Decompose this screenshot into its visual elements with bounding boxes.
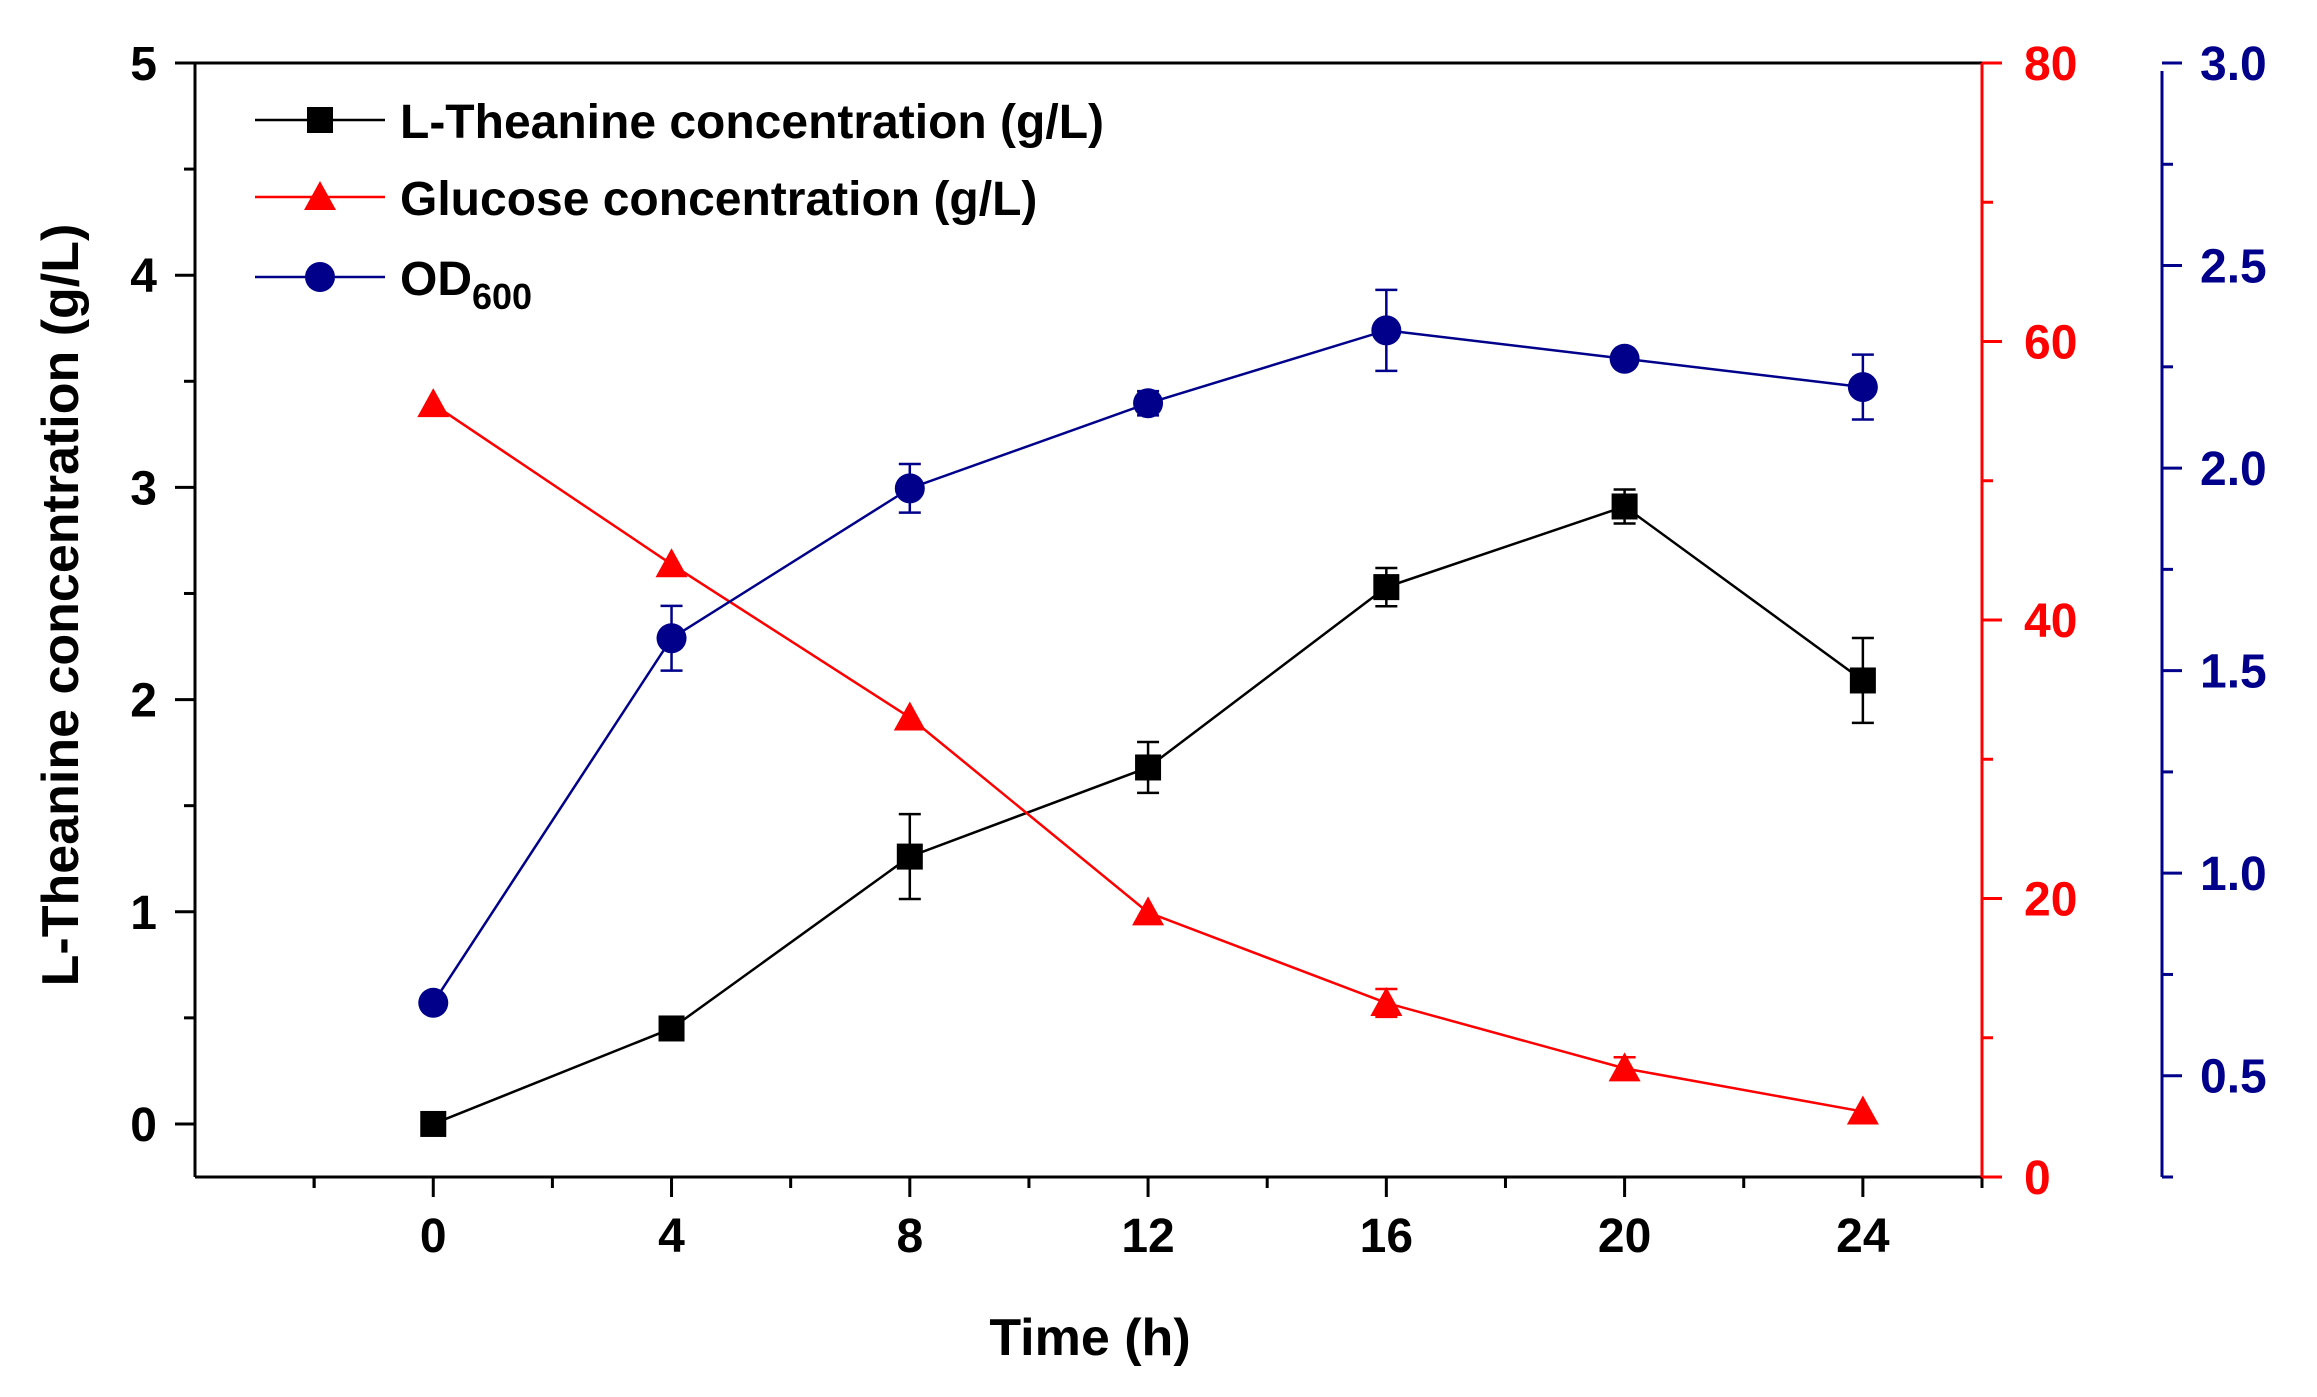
data-point-theanine	[1849, 667, 1876, 694]
legend-marker-od600	[305, 262, 335, 292]
y-left-tick-label: 1	[130, 887, 157, 940]
data-point-theanine	[420, 1110, 447, 1137]
y-right-od-tick-label: 0.5	[2200, 1051, 2267, 1104]
data-point-glucose	[1132, 896, 1165, 926]
y-left-tick-label: 0	[130, 1099, 157, 1152]
data-point-od600	[894, 473, 925, 504]
x-tick-label: 16	[1360, 1210, 1413, 1263]
data-point-glucose	[1608, 1052, 1641, 1082]
y-right-glucose-tick-label: 80	[2024, 38, 2077, 91]
data-point-od600	[1609, 343, 1640, 374]
y-right-od-tick-label: 1.5	[2200, 646, 2267, 699]
y-left-tick-label: 4	[130, 250, 157, 303]
data-point-glucose	[655, 548, 688, 578]
x-tick-label: 12	[1121, 1210, 1174, 1263]
data-point-od600	[1133, 388, 1164, 419]
legend-label-od600: OD600	[400, 253, 532, 317]
y-right-od-tick-label: 2.0	[2200, 443, 2267, 496]
data-point-theanine	[896, 843, 923, 870]
y-left-tick-label: 3	[130, 462, 157, 515]
data-point-glucose	[417, 388, 450, 418]
y-left-tick-label: 5	[130, 38, 157, 91]
legend-label-od600-subscript: 600	[472, 276, 532, 317]
series-od600	[418, 288, 1878, 1018]
y-right-od-tick-label: 2.5	[2200, 241, 2267, 294]
legend: L-Theanine concentration (g/L) Glucose c…	[255, 96, 1104, 317]
y-right-glucose-tick-label: 60	[2024, 317, 2077, 370]
series-layer	[417, 288, 1879, 1137]
data-point-glucose	[1846, 1095, 1879, 1125]
y-left-tick-label: 2	[130, 675, 157, 728]
data-point-od600	[656, 623, 687, 654]
x-tick-label: 20	[1598, 1210, 1651, 1263]
x-tick-label: 4	[658, 1210, 685, 1263]
data-point-od600	[1371, 315, 1402, 346]
x-tick-label: 24	[1836, 1210, 1890, 1263]
data-point-glucose	[893, 701, 926, 731]
data-point-theanine	[1135, 754, 1162, 781]
y-right-glucose-tick-label: 0	[2024, 1152, 2051, 1205]
x-axis-title: Time (h)	[989, 1309, 1190, 1367]
y-axis-title-left: L-Theanine concentration (g/L)	[32, 224, 90, 987]
data-point-theanine	[658, 1015, 685, 1042]
data-point-od600	[418, 987, 449, 1018]
legend-label-od600-main: OD	[400, 253, 472, 306]
data-point-theanine	[1373, 574, 1400, 601]
data-point-theanine	[1611, 493, 1638, 520]
legend-label-theanine: L-Theanine concentration (g/L)	[400, 96, 1104, 149]
y-right-glucose-tick-label: 40	[2024, 595, 2077, 648]
axes-layer: 0 4 8 12 16 20 240123450204060800.51.01.52.02.…	[130, 38, 2266, 1263]
y-right-od-tick-label: 1.0	[2200, 848, 2267, 901]
legend-marker-theanine	[307, 107, 333, 133]
data-point-glucose	[1370, 986, 1403, 1016]
legend-label-glucose: Glucose concentration (g/L)	[400, 173, 1037, 226]
series-theanine	[420, 488, 1876, 1137]
legend-marker-glucose	[304, 181, 336, 210]
series-glucose	[417, 388, 1879, 1125]
y-right-glucose-tick-label: 20	[2024, 874, 2077, 927]
x-tick-label: 0	[420, 1210, 447, 1263]
y-right-od-tick-label: 3.0	[2200, 38, 2267, 91]
x-tick-label: 8	[896, 1210, 923, 1263]
data-point-od600	[1847, 372, 1878, 403]
